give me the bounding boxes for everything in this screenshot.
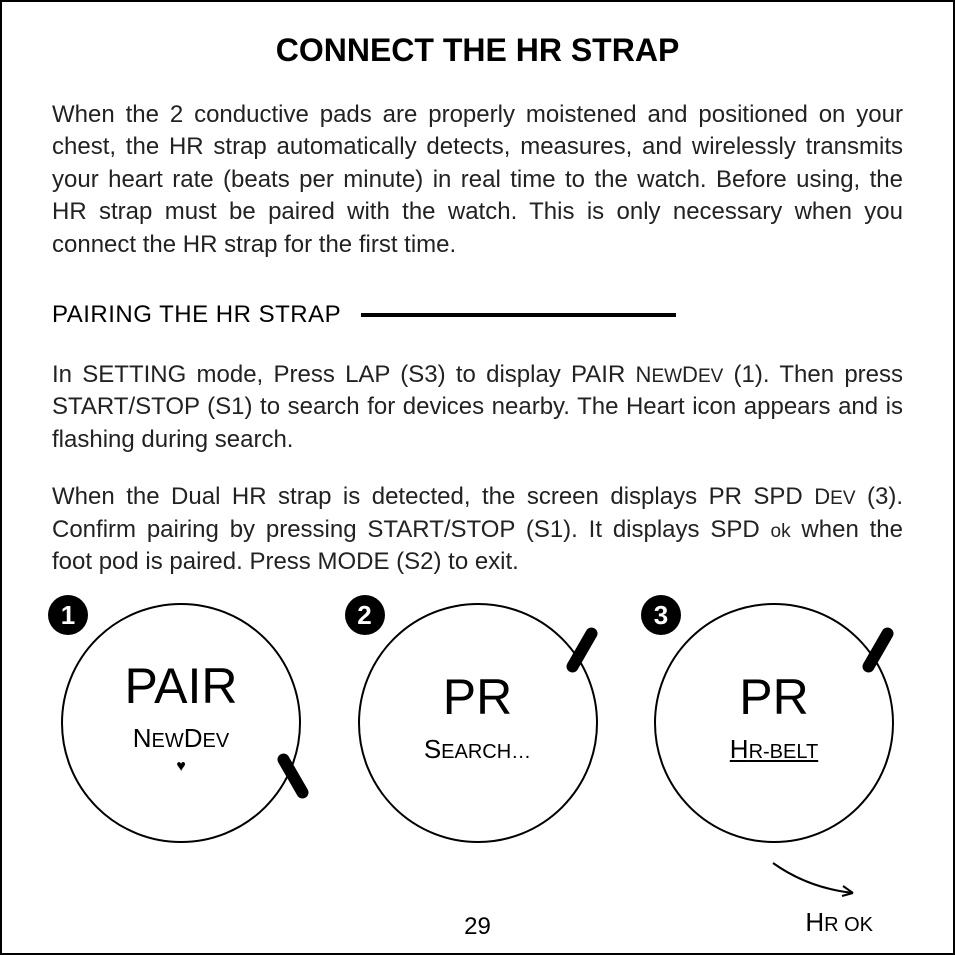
text-run: When the Dual HR strap is detected, the …: [52, 483, 814, 510]
heading-rule: [361, 313, 676, 317]
watch-button-icon: [860, 626, 895, 675]
watch-display-secondary: NEWDEV: [133, 723, 229, 754]
pairing-paragraph-1: In SETTING mode, Press LAP (S3) to displ…: [52, 359, 903, 456]
section-heading-row: PAIRING THE HR STRAP: [52, 301, 903, 329]
text-run: In SETTING mode, Press LAP (S3) to displ…: [52, 361, 636, 388]
watch-step-1: 1 PAIR NEWDEV ♥: [56, 603, 306, 843]
manual-page: CONNECT THE HR STRAP When the 2 conducti…: [0, 0, 955, 955]
page-title: CONNECT THE HR STRAP: [52, 32, 903, 69]
heart-icon: ♥: [176, 758, 186, 776]
watch-display-primary: PR: [443, 672, 512, 722]
text-smallcaps: DEV: [814, 484, 855, 509]
watch-button-icon: [275, 752, 310, 801]
intro-paragraph: When the 2 conductive pads are properly …: [52, 99, 903, 261]
watch-button-icon: [564, 626, 599, 675]
watch-display-primary: PR: [739, 672, 808, 722]
page-number: 29: [464, 913, 491, 941]
text-smallcaps: ok: [771, 521, 791, 542]
watch-diagram-row: 1 PAIR NEWDEV ♥ 2 PR SEARCH… 3: [52, 603, 903, 843]
step-number-badge: 2: [345, 595, 385, 635]
watch-step-2: 2 PR SEARCH…: [353, 603, 603, 843]
step-number-badge: 3: [641, 595, 681, 635]
pairing-paragraph-2: When the Dual HR strap is detected, the …: [52, 481, 903, 578]
watch-step-3: 3 PR HR-BELT: [649, 603, 899, 843]
step-number-badge: 1: [48, 595, 88, 635]
watch-display-secondary: HR-BELT: [730, 734, 818, 765]
hr-ok-label: HR OK: [805, 907, 873, 938]
watch-face-icon: PAIR NEWDEV ♥: [61, 603, 301, 843]
section-heading: PAIRING THE HR STRAP: [52, 301, 361, 329]
watch-face-icon: PR SEARCH…: [358, 603, 598, 843]
text-smallcaps: NEWDEV: [636, 362, 724, 387]
watch-display-secondary: SEARCH…: [424, 734, 531, 765]
arrow-icon: [748, 858, 868, 903]
watch-display-primary: PAIR: [125, 661, 238, 711]
watch-face-icon: PR HR-BELT: [654, 603, 894, 843]
